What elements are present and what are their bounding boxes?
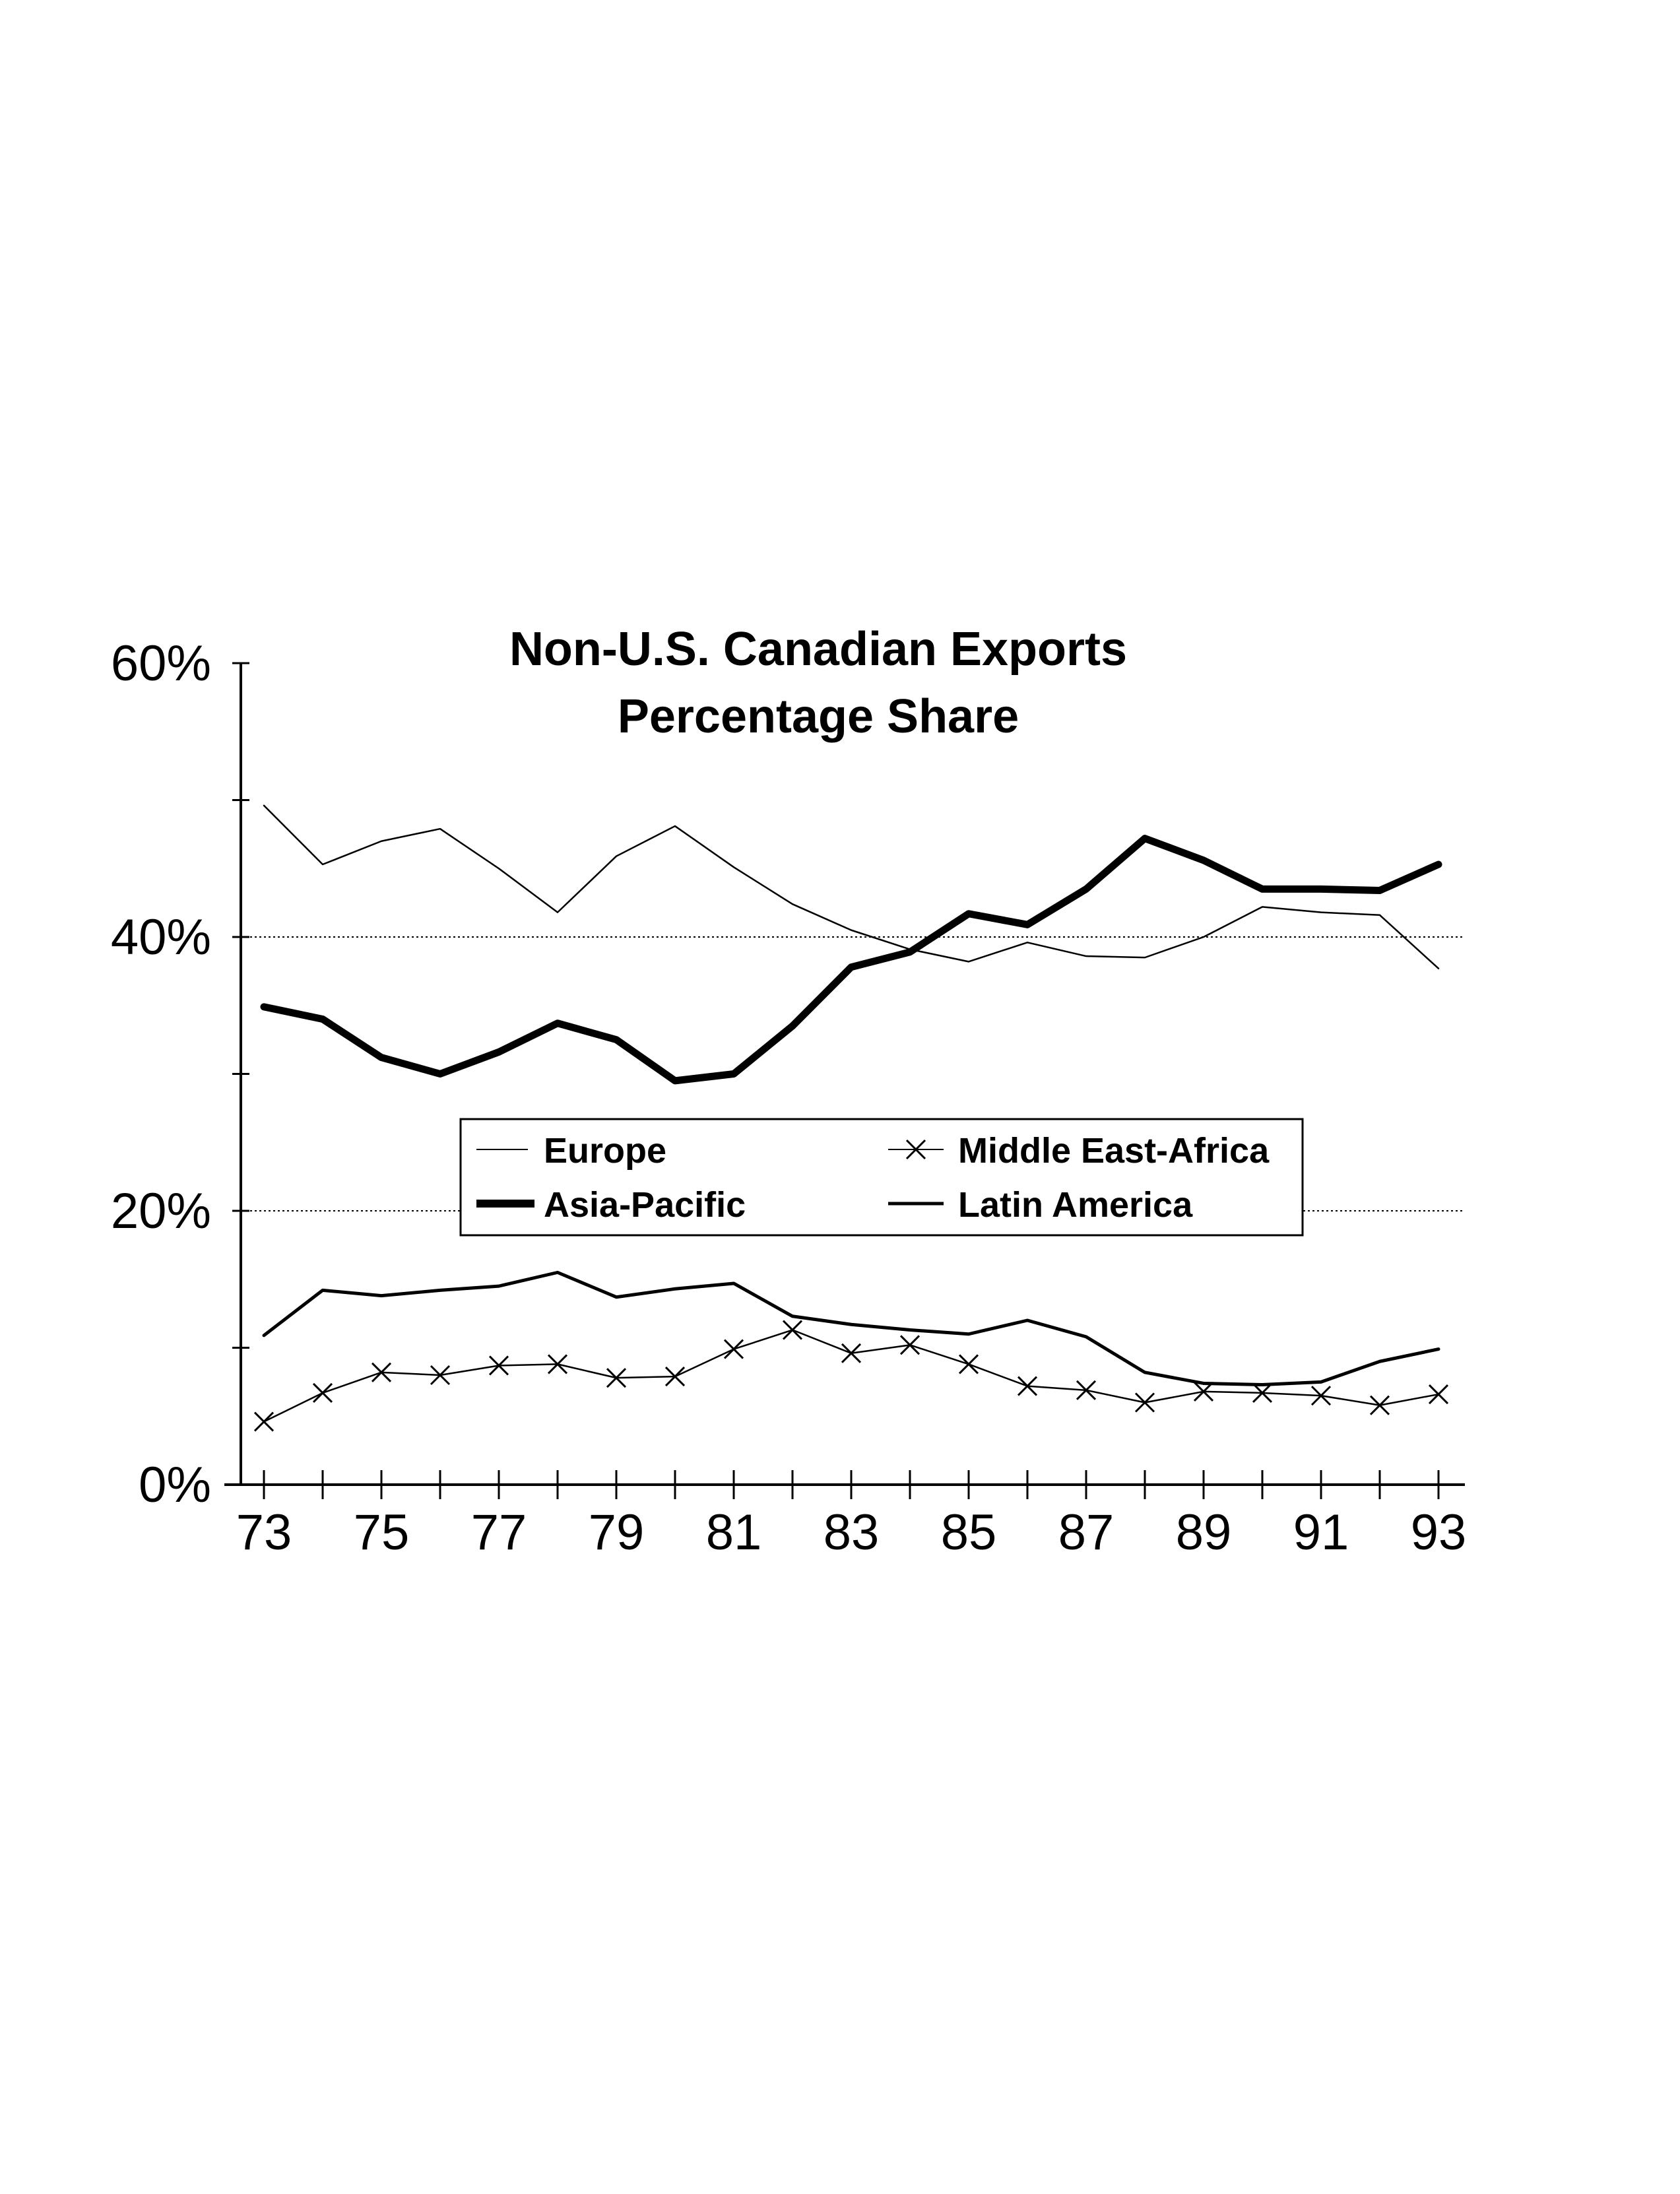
series-line-europe bbox=[263, 804, 1440, 969]
data-point-middle-east-africa bbox=[1428, 1384, 1449, 1405]
series-line-asia-pacific bbox=[260, 835, 1442, 1085]
y-ticks: 0% 20% 40% 60% bbox=[111, 635, 249, 1513]
x-tick-label: 81 bbox=[706, 1504, 762, 1561]
data-point-middle-east-africa bbox=[841, 1343, 862, 1363]
data-point-middle-east-africa bbox=[782, 1320, 803, 1340]
x-tick-label: 73 bbox=[236, 1504, 292, 1561]
chart-subtitle: Percentage Share bbox=[618, 690, 1019, 743]
legend-label-latin-america: Latin America bbox=[958, 1185, 1193, 1225]
y-tick-label: 20% bbox=[111, 1183, 211, 1239]
legend-label-middle-east-africa: Middle East-Africa bbox=[958, 1131, 1270, 1171]
gridlines bbox=[241, 936, 1465, 1211]
data-point-middle-east-africa bbox=[664, 1367, 686, 1387]
y-tick-label: 0% bbox=[139, 1457, 211, 1513]
legend-label-europe: Europe bbox=[544, 1131, 666, 1171]
data-point-middle-east-africa bbox=[899, 1335, 921, 1355]
data-point-middle-east-africa bbox=[1076, 1380, 1097, 1400]
x-tick-label: 85 bbox=[941, 1504, 997, 1561]
legend-marker-middle-east-africa bbox=[905, 1139, 926, 1160]
y-tick-label: 60% bbox=[111, 635, 211, 692]
x-ticks: 73 75 77 79 81 83 85 87 89 91 93 bbox=[236, 1470, 1467, 1561]
x-tick-label: 77 bbox=[471, 1504, 527, 1561]
x-tick-label: 93 bbox=[1411, 1504, 1467, 1561]
data-point-middle-east-africa bbox=[1369, 1395, 1390, 1415]
data-point-middle-east-africa bbox=[312, 1382, 333, 1404]
x-tick-label: 87 bbox=[1058, 1504, 1115, 1561]
data-point-middle-east-africa bbox=[430, 1365, 451, 1386]
legend: Europe Asia-Pacific Middle East-Africa L… bbox=[459, 1118, 1304, 1237]
x-tick-label: 89 bbox=[1176, 1504, 1232, 1561]
data-point-middle-east-africa bbox=[488, 1355, 509, 1376]
data-point-middle-east-africa bbox=[958, 1354, 979, 1374]
data-point-middle-east-africa bbox=[1310, 1386, 1332, 1406]
legend-box bbox=[459, 1118, 1304, 1237]
data-point-middle-east-africa bbox=[723, 1339, 744, 1359]
x-tick-label: 91 bbox=[1293, 1504, 1349, 1561]
x-tick-label: 83 bbox=[824, 1504, 880, 1561]
series-group bbox=[253, 804, 1449, 1432]
data-point-middle-east-africa bbox=[371, 1362, 392, 1382]
data-point-middle-east-africa bbox=[1252, 1382, 1273, 1404]
data-point-middle-east-africa bbox=[547, 1354, 568, 1374]
data-point-middle-east-africa bbox=[253, 1411, 275, 1432]
data-point-middle-east-africa bbox=[1193, 1381, 1214, 1402]
x-tick-label: 79 bbox=[589, 1504, 645, 1561]
data-point-middle-east-africa bbox=[1017, 1376, 1038, 1396]
x-tick-label: 75 bbox=[354, 1504, 410, 1561]
legend-label-asia-pacific: Asia-Pacific bbox=[544, 1185, 746, 1225]
chart-title: Non-U.S. Canadian Exports bbox=[509, 623, 1127, 676]
data-point-middle-east-africa bbox=[1134, 1392, 1155, 1413]
series-line-latin-america bbox=[262, 1270, 1440, 1387]
data-point-middle-east-africa bbox=[606, 1368, 627, 1388]
y-tick-label: 40% bbox=[111, 909, 211, 965]
